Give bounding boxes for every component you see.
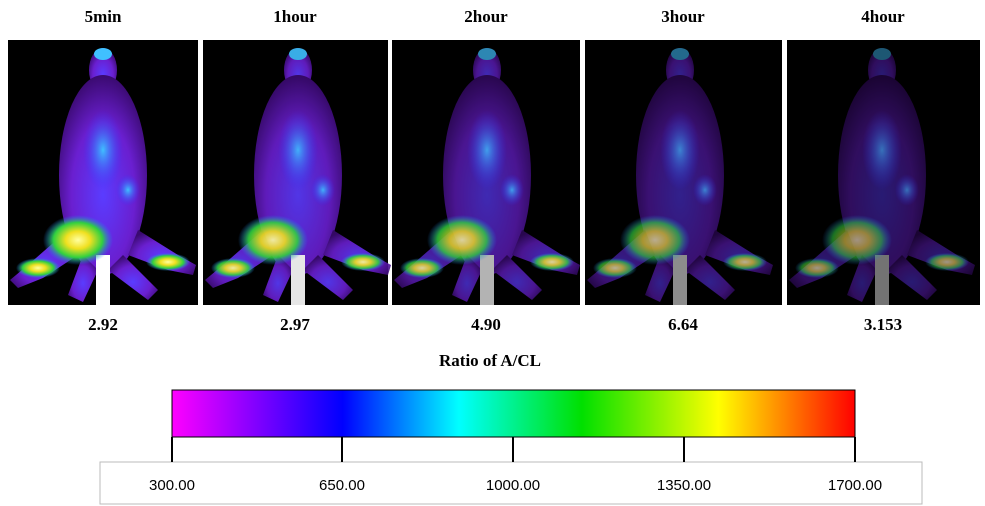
colorbar-scale <box>99 461 923 505</box>
ratio-value: 6.64 <box>668 315 698 334</box>
colorbar-tick-label: 1700.00 <box>828 477 882 494</box>
panel-label: 4hour <box>861 7 905 26</box>
panel <box>585 40 782 305</box>
panel-label: 3hour <box>661 7 705 26</box>
panel <box>787 40 980 305</box>
ratio-value: 3.153 <box>864 315 902 334</box>
ratio-value: 2.97 <box>280 315 310 334</box>
panel-label: 5min <box>85 7 122 26</box>
colorbar-tick-label: 1000.00 <box>486 477 540 494</box>
colorbar-tick-label: 650.00 <box>319 477 365 494</box>
panel <box>8 40 198 305</box>
panel-label: 1hour <box>273 7 317 26</box>
colorbar <box>171 389 856 438</box>
colorbar-tick-label: 300.00 <box>149 477 195 494</box>
ratio-title: Ratio of A/CL <box>439 351 541 370</box>
panel-label: 2hour <box>464 7 508 26</box>
colorbar-ticks <box>171 437 856 462</box>
ratio-value: 4.90 <box>471 315 501 334</box>
panel <box>392 40 580 305</box>
colorbar-tick-label: 1350.00 <box>657 477 711 494</box>
ratio-value: 2.92 <box>88 315 118 334</box>
panel <box>203 40 391 305</box>
